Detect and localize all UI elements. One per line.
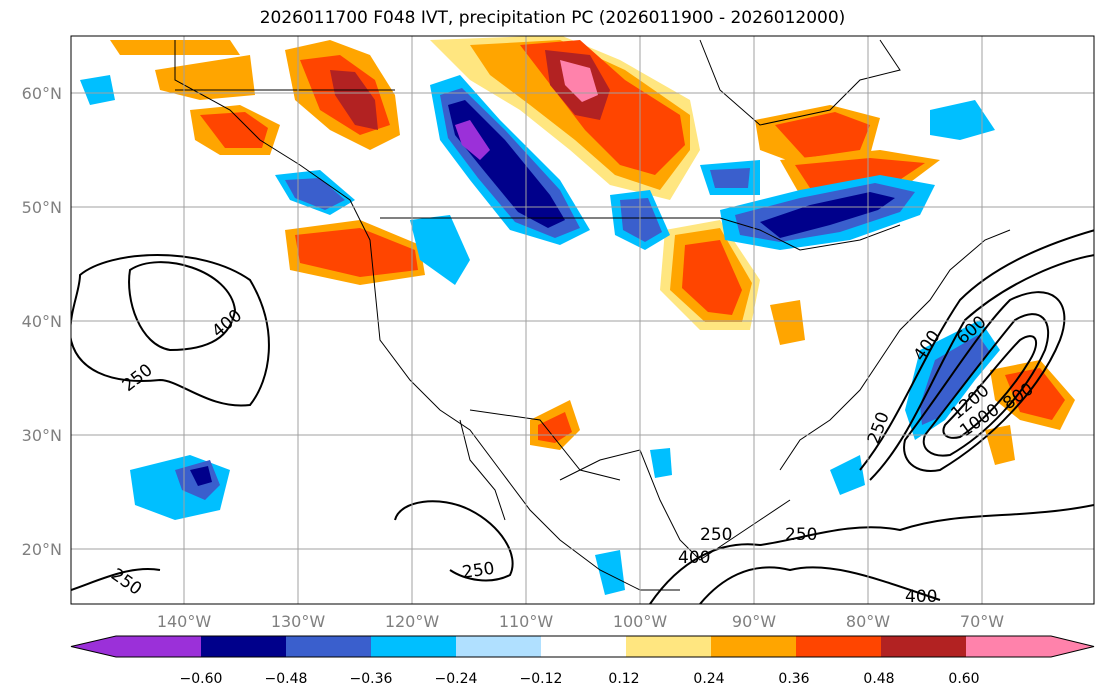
precip-negative-area — [830, 455, 865, 495]
mexico-border — [469, 409, 621, 481]
colorbar-extend-high — [966, 636, 1094, 657]
contour-line — [394, 500, 514, 582]
precip-negative-area — [285, 178, 345, 210]
lon-tick-label: 140°W — [157, 612, 212, 631]
hudson-bay — [699, 39, 901, 126]
precip-negative-area — [190, 466, 212, 486]
contour-line — [859, 229, 1094, 471]
colorbar-swatch — [201, 636, 286, 657]
precip-negative-area — [595, 550, 625, 595]
precip-positive-area — [200, 112, 268, 148]
lat-tick-label: 30°N — [22, 426, 62, 445]
colorbar-swatch — [371, 636, 456, 657]
contour-line — [71, 568, 161, 591]
precip-positive-area — [770, 300, 805, 345]
colorbar-tick-label: 0.48 — [863, 671, 894, 687]
contour-labels: 250 400 250 250 400 600 1200 1000 800 25… — [107, 306, 1037, 607]
lat-tick-label: 20°N — [22, 540, 62, 559]
contour-label: 250 — [119, 360, 157, 396]
colorbar-swatch — [626, 636, 711, 657]
colorbar-swatch — [456, 636, 541, 657]
lon-tick-label: 110°W — [499, 612, 554, 631]
colorbar-swatch — [541, 636, 626, 657]
precip-negative-area — [80, 75, 115, 105]
contour-label: 400 — [208, 306, 246, 342]
lat-tick-label: 60°N — [22, 84, 62, 103]
colorbar-swatch — [796, 636, 881, 657]
canada-border — [380, 217, 901, 251]
baja-coastline — [459, 419, 506, 521]
lon-tick-label: 90°W — [732, 612, 776, 631]
precip-negative-area — [650, 448, 672, 478]
contour-label: 250 — [700, 525, 732, 545]
colorbar — [70, 635, 1095, 658]
colorbar-ticks: −0.60 −0.48 −0.36 −0.24 −0.12 0.12 0.24 … — [180, 671, 980, 687]
precip-shading — [80, 36, 1075, 595]
west-coastline — [174, 40, 680, 591]
coastlines — [174, 39, 1011, 591]
precip-negative-area — [455, 120, 490, 160]
precip-negative-area — [760, 192, 895, 238]
contour-label: 250 — [785, 525, 817, 545]
lon-tick-label: 130°W — [271, 612, 326, 631]
gridlines — [71, 36, 1094, 604]
precip-negative-area — [930, 100, 995, 140]
contour-line — [903, 291, 1066, 472]
lat-tick-label: 50°N — [22, 198, 62, 217]
colorbar-tick-label: −0.24 — [435, 671, 478, 687]
contour-label: 400 — [678, 548, 710, 568]
east-coastline — [779, 229, 1011, 471]
colorbar-swatch — [881, 636, 966, 657]
precip-negative-area — [920, 335, 990, 425]
lon-tick-label: 100°W — [613, 612, 668, 631]
precip-positive-area — [155, 55, 255, 100]
colorbar-outline — [70, 635, 1095, 658]
precip-positive-area — [295, 228, 418, 277]
colorbar-extend-low — [71, 636, 201, 657]
colorbar-tick-label: 0.36 — [778, 671, 809, 687]
precip-positive-area — [560, 60, 598, 102]
colorbar-tick-label: −0.12 — [520, 671, 563, 687]
lon-tick-label: 120°W — [385, 612, 440, 631]
colorbar-swatch — [286, 636, 371, 657]
colorbar-tick-label: −0.60 — [180, 671, 223, 687]
contour-line — [71, 254, 270, 407]
contour-line — [869, 254, 1094, 481]
contour-line — [649, 504, 1094, 604]
lat-tick-label: 40°N — [22, 312, 62, 331]
precip-positive-area — [682, 240, 742, 315]
colorbar-tick-label: 0.24 — [693, 671, 724, 687]
gulf-coastline — [559, 449, 791, 561]
colorbar-tick-label: −0.48 — [265, 671, 308, 687]
precip-positive-area — [985, 425, 1015, 465]
colorbar-tick-label: 0.12 — [608, 671, 639, 687]
colorbar-swatch — [711, 636, 796, 657]
lon-tick-label: 70°W — [960, 612, 1004, 631]
colorbar-tick-label: 0.60 — [948, 671, 979, 687]
colorbar-tick-label: −0.36 — [350, 671, 393, 687]
contour-line — [942, 335, 1038, 439]
map-title: 2026011700 F048 IVT, precipitation PC (2… — [259, 8, 846, 28]
lon-tick-label: 80°W — [846, 612, 890, 631]
lat-ticks: 60°N 50°N 40°N 30°N 20°N — [22, 84, 62, 559]
precip-negative-area — [620, 198, 662, 242]
precip-positive-area — [1005, 368, 1065, 420]
precip-positive-area — [775, 112, 870, 158]
map-frame — [70, 35, 1095, 605]
precip-negative-area — [410, 215, 470, 285]
precip-positive-area — [330, 70, 378, 130]
lon-ticks: 140°W 130°W 120°W 110°W 100°W 90°W 80°W … — [157, 612, 1004, 631]
contour-label: 250 — [461, 559, 496, 583]
contour-label: 400 — [905, 587, 937, 607]
precip-negative-area — [710, 168, 750, 188]
contour-line — [699, 566, 941, 604]
